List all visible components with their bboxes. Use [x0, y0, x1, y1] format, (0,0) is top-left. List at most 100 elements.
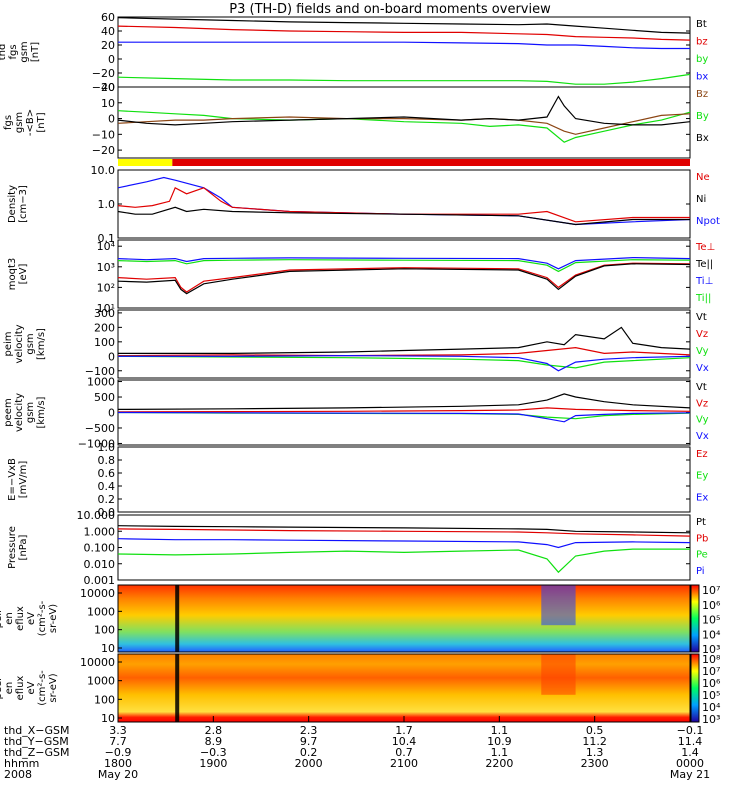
panel-frame	[117, 584, 691, 653]
panel-frame	[117, 169, 691, 239]
legend-entry: Ey	[696, 471, 708, 482]
y-axis-label: thdfgsgsm[nT]	[0, 41, 41, 62]
series-line-Ni	[117, 206, 690, 226]
colorbar-tick-label: 10⁴	[702, 628, 721, 641]
ephemeris-value: 8.9	[205, 735, 223, 748]
ephemeris-value: 2100	[390, 757, 418, 770]
ephemeris-value: 1800	[104, 757, 132, 770]
ephemeris-value: −0.1	[677, 724, 704, 737]
ephemeris-value: 1.3	[586, 746, 604, 759]
y-tick-label: 0.6	[98, 467, 116, 480]
y-tick-label: −500	[85, 422, 115, 435]
ephemeris-value: 10.9	[487, 735, 512, 748]
y-axis-label-line: gsm	[14, 112, 25, 133]
ephemeris-row-label: thd_Z−GSM	[4, 746, 70, 759]
ephemeris-value: 1.7	[395, 724, 413, 737]
legend-entry: By	[696, 111, 709, 122]
series-line-bz	[117, 25, 691, 41]
y-axis-label-line: sr-eV)	[48, 673, 59, 702]
series-line-Bt	[117, 17, 691, 34]
y-axis-label-line: [eV]	[18, 264, 29, 285]
y-axis-label-line: E=−VxB	[7, 458, 18, 501]
y-axis-label-line: (cm²-s-	[37, 600, 48, 636]
legend-entry: Vy	[696, 415, 709, 426]
panel-frame	[117, 446, 691, 513]
y-axis-label: thdfgsgsm-<B>[nT]	[0, 109, 47, 136]
y-axis-label: E=−VxB[mV/m]	[7, 458, 29, 501]
y-axis-label-line: thd	[0, 336, 3, 353]
colorbar-tick-label: 10⁵	[702, 689, 720, 702]
colorbar-tick-label: 10³	[702, 643, 720, 656]
panel-electron_velocity: 1000 500 0 −500 −1000 thdpeemvelocitygsm[km/s…	[0, 376, 709, 451]
y-tick-label: 10¹	[97, 302, 115, 315]
series-line-Ti⊥	[117, 256, 691, 270]
legend-entry: Vz	[696, 329, 708, 340]
colorbar-tick-label: 10⁷	[702, 584, 720, 597]
ephemeris-row-label: thd_X−GSM	[4, 724, 70, 737]
legend-entry: Vx	[696, 431, 709, 442]
y-tick-label: 1000	[87, 376, 115, 389]
legend-entry: Te⊥	[695, 242, 715, 253]
panel-density: 10.0 1.0 0.1 Density[cm−3] Ne Ni Npot	[7, 164, 720, 245]
colorbar-tick-label: 10⁸	[702, 653, 721, 666]
y-axis-label-line: -<B>	[25, 109, 36, 136]
legend-entry: Pi	[696, 566, 705, 577]
legend-entry: Ne	[696, 172, 710, 183]
y-axis-label-line: eflux	[15, 676, 26, 701]
y-axis-label-line: [mV/m]	[18, 461, 29, 499]
y-tick-label: 10	[101, 97, 115, 110]
y-tick-label: 10.000	[77, 509, 116, 522]
colorbar	[690, 653, 700, 723]
y-axis-label-line: thd	[0, 44, 8, 61]
series-line-Vz	[117, 346, 691, 357]
time-axis	[117, 716, 691, 722]
y-axis-label-line: velocity	[14, 393, 25, 432]
y-axis-label-line: thd	[0, 114, 3, 131]
series-line-Pb	[117, 528, 691, 537]
y-axis-label-line: peir	[0, 608, 4, 628]
spectrogram-gap	[175, 585, 180, 652]
y-tick-label: −20	[92, 67, 115, 80]
ephemeris-value: 1.4	[681, 746, 699, 759]
ephemeris-value: 0000	[676, 757, 704, 770]
y-axis-label-line: eV	[26, 681, 37, 694]
y-axis-label-line: [cm−3]	[18, 185, 29, 223]
y-axis-label-line: peim	[3, 331, 14, 356]
panel-frame	[117, 86, 691, 159]
y-tick-label: 0.0	[98, 506, 116, 519]
legend-entry: Bt	[696, 19, 707, 30]
y-axis-label-line: eV	[26, 612, 37, 625]
legend-entry: Bx	[696, 133, 709, 144]
series-line-Ti||	[117, 259, 691, 273]
series-line-Vt	[118, 326, 691, 354]
y-tick-label: 100	[94, 693, 115, 706]
mode-bar-segment	[118, 159, 173, 166]
y-tick-label: 1.0	[98, 198, 116, 211]
y-axis-label-line: gsm	[19, 41, 30, 62]
y-tick-label: 0.1	[98, 232, 116, 245]
y-tick-label: −40	[92, 81, 115, 94]
y-axis-label-line: gsm	[25, 333, 36, 354]
panel-frame	[117, 514, 691, 581]
ephemeris-value: 0.7	[395, 746, 413, 759]
legend-entry: Vt	[696, 312, 707, 323]
y-tick-label: 0.4	[98, 480, 116, 493]
y-tick-label: 500	[94, 391, 115, 404]
ephemeris-value: −0.3	[200, 746, 227, 759]
y-tick-label: 1000	[87, 675, 115, 688]
ephemeris-value: 0.2	[300, 746, 318, 759]
panel-frame	[117, 16, 691, 88]
y-tick-label: 0	[108, 113, 115, 126]
y-axis-label: thdpeirenefluxeV(cm²-s-sr-eV)	[0, 600, 59, 636]
y-tick-label: 10³	[97, 261, 115, 274]
ephemeris-value: 1.1	[491, 746, 509, 759]
ephemeris-row-label: 2008	[4, 768, 32, 781]
y-tick-label: 10000	[80, 587, 115, 600]
ephemeris-value: May 20	[98, 768, 138, 781]
y-tick-label: 200	[94, 321, 115, 334]
ephemeris-value: 2200	[485, 757, 513, 770]
y-tick-label: 0	[108, 53, 115, 66]
